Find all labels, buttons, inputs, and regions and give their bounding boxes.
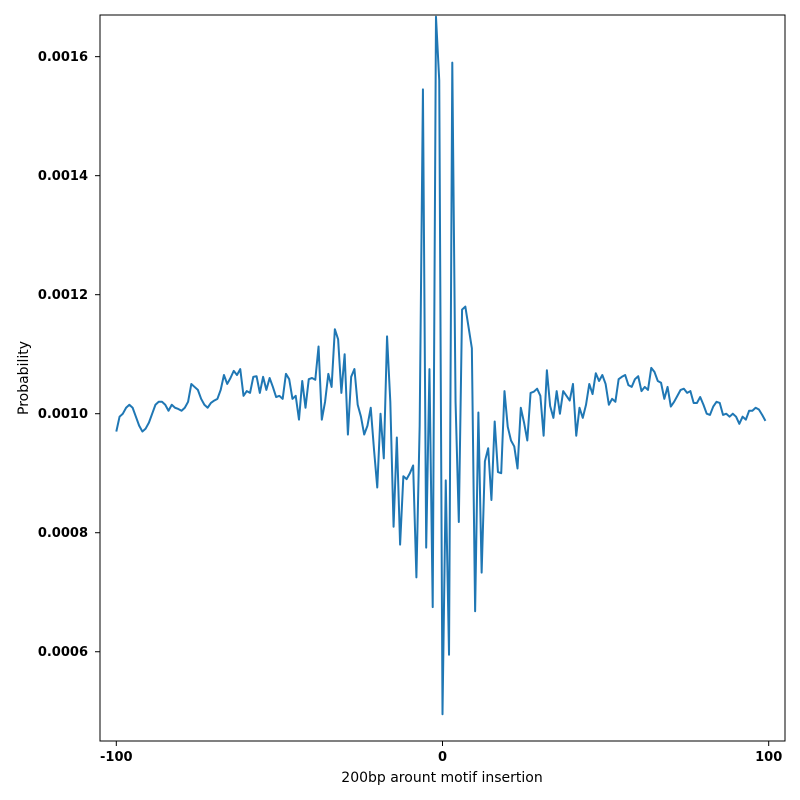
y-tick-label: 0.0012	[38, 288, 88, 303]
x-tick-label: -100	[100, 750, 133, 765]
y-tick-label: 0.0016	[38, 50, 88, 65]
y-axis-ticks: 0.0006 0.0008 0.0010 0.0012 0.0014 0.0016	[38, 50, 100, 660]
series-group	[115, 15, 767, 716]
x-axis-ticks: -100 0 100	[100, 741, 782, 765]
x-tick-label: 0	[438, 750, 447, 765]
y-tick-label: 0.0014	[38, 169, 88, 184]
y-tick-label: 0.0006	[38, 645, 88, 660]
x-tick-label: 100	[755, 750, 782, 765]
y-tick-label: 0.0008	[38, 526, 88, 541]
y-tick-label: 0.0010	[38, 407, 88, 422]
y-axis-label: Probability	[16, 341, 32, 415]
series-line-0	[115, 15, 767, 716]
x-axis-label: 200bp arount motif insertion	[341, 770, 542, 786]
